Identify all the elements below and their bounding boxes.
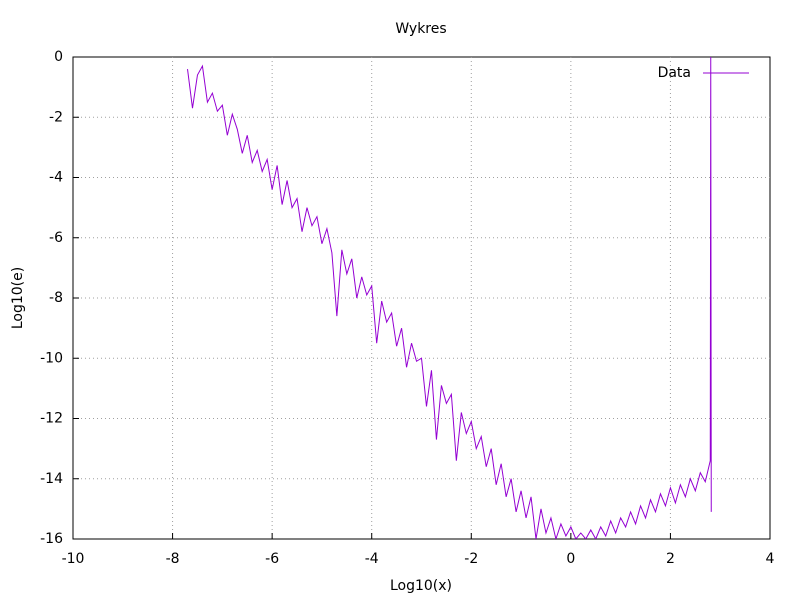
x-tick-label: 2 [666, 551, 675, 567]
data-line [187, 57, 712, 539]
y-tick-label: -10 [40, 350, 63, 366]
x-tick-label: -4 [365, 551, 379, 567]
y-tick-label: -14 [40, 471, 63, 487]
y-tick-label: -6 [49, 230, 63, 246]
chart-title: Wykres [395, 21, 446, 37]
x-tick-label: -6 [265, 551, 279, 567]
x-tick-label: -2 [464, 551, 478, 567]
y-tick-label: -12 [40, 411, 63, 427]
x-tick-label: -8 [166, 551, 180, 567]
y-tick-label: -16 [40, 531, 63, 547]
x-tick-label: -10 [62, 551, 85, 567]
y-tick-label: -8 [49, 290, 63, 306]
x-tick-label: 4 [766, 551, 775, 567]
x-tick-label: 0 [566, 551, 575, 567]
y-tick-label: -2 [49, 109, 63, 125]
x-axis-label: Log10(x) [390, 578, 452, 594]
y-axis-label: Log10(e) [10, 267, 26, 329]
legend-label: Data [658, 65, 691, 81]
y-tick-label: -4 [49, 170, 63, 186]
y-tick-label: 0 [54, 49, 63, 65]
